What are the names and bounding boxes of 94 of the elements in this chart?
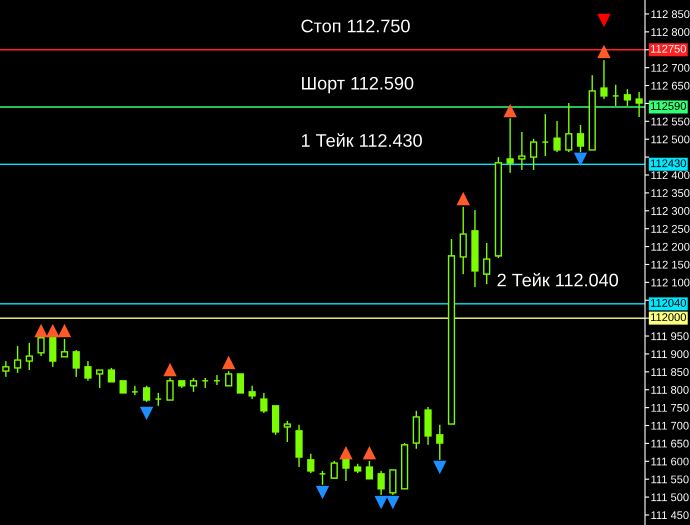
point bbox=[140, 406, 153, 420]
y-tick-label: 111 450 bbox=[651, 511, 689, 520]
candlestick bbox=[318, 470, 326, 486]
candlestick bbox=[307, 453, 314, 474]
y-tick-label: 111 500 bbox=[651, 493, 689, 502]
candlestick bbox=[366, 460, 374, 480]
candlestick bbox=[37, 337, 45, 357]
point bbox=[504, 104, 516, 118]
candlestick bbox=[236, 373, 244, 394]
candlestick bbox=[576, 124, 584, 153]
point bbox=[363, 446, 376, 460]
y-tick-label: 112 850 bbox=[651, 10, 690, 18]
candlestick bbox=[636, 91, 643, 118]
ref-line-label: 112430 bbox=[651, 159, 686, 168]
candlestick bbox=[565, 102, 572, 153]
ref-line-label: 112750 bbox=[651, 44, 686, 53]
y-tick-label: 112 350 bbox=[651, 189, 690, 198]
candlestick bbox=[483, 242, 490, 285]
point bbox=[456, 192, 470, 206]
candlestick bbox=[553, 120, 561, 153]
point bbox=[164, 364, 176, 376]
candlestick bbox=[190, 377, 198, 393]
candlestick bbox=[436, 424, 444, 461]
candlestick bbox=[284, 420, 291, 443]
candlestick bbox=[49, 337, 56, 368]
point bbox=[46, 324, 60, 338]
y-tick-label: 111 750 bbox=[651, 404, 689, 412]
y-tick-label: 112 700 bbox=[651, 64, 690, 72]
annotation: 2 Тейк 112.040 bbox=[498, 272, 618, 286]
candlestick bbox=[248, 385, 256, 400]
y-tick-label: 112 400 bbox=[651, 171, 690, 180]
point bbox=[574, 152, 587, 166]
candlestick bbox=[624, 88, 632, 107]
y-tick-label: 112 650 bbox=[651, 82, 690, 90]
y-tick-label: 112 300 bbox=[651, 207, 690, 215]
y-tick-label: 111 600 bbox=[651, 458, 689, 466]
candlestick bbox=[120, 380, 127, 394]
y-tick-label: 111 900 bbox=[651, 350, 689, 358]
y-tick-label: 111 650 bbox=[651, 440, 689, 448]
candlestick bbox=[330, 460, 338, 479]
point bbox=[434, 460, 446, 474]
candlestick bbox=[14, 345, 22, 374]
point bbox=[598, 14, 610, 26]
y-tick-label: 112 550 bbox=[651, 118, 690, 126]
candlestick bbox=[84, 360, 92, 382]
candlestick bbox=[600, 59, 608, 100]
candlestick bbox=[2, 360, 10, 378]
point bbox=[340, 446, 352, 460]
y-tick-label: 112 800 bbox=[651, 28, 690, 36]
annotation: 1 Тейк 112.430 bbox=[302, 133, 422, 147]
point bbox=[34, 324, 48, 338]
y-tick-label: 112 200 bbox=[651, 242, 690, 251]
candlestick bbox=[213, 374, 221, 386]
point bbox=[222, 356, 235, 370]
point bbox=[386, 496, 400, 508]
candlestick bbox=[72, 349, 80, 378]
candlestick bbox=[166, 377, 174, 401]
candlestick bbox=[131, 385, 138, 396]
candlestick bbox=[108, 367, 116, 383]
candlestick bbox=[225, 370, 232, 386]
point bbox=[598, 46, 610, 58]
candlestick bbox=[202, 377, 209, 389]
candlestick bbox=[460, 206, 467, 275]
candlestick bbox=[542, 113, 549, 157]
y-tick-label: 112 150 bbox=[651, 260, 690, 269]
candlestick bbox=[60, 338, 68, 358]
y-tick-label: 111 550 bbox=[651, 475, 689, 484]
candlestick bbox=[142, 385, 150, 403]
candlestick bbox=[342, 459, 350, 482]
y-tick-label: 111 850 bbox=[651, 368, 689, 376]
ref-line-label: 112000 bbox=[651, 313, 686, 322]
y-tick-label: 111 800 bbox=[651, 386, 689, 394]
candlestick bbox=[612, 84, 620, 107]
point bbox=[58, 324, 71, 338]
candlestick bbox=[518, 131, 526, 171]
candlestick bbox=[96, 369, 104, 389]
candlestick bbox=[26, 342, 33, 371]
y-tick-label: 111 950 bbox=[651, 332, 689, 340]
candlestick bbox=[378, 470, 385, 496]
ref-line-label: 112590 bbox=[651, 102, 686, 110]
annotation: Стоп 112.750 bbox=[301, 20, 410, 32]
y-tick-label: 111 700 bbox=[651, 422, 689, 430]
ref-line-label: 112040 bbox=[651, 298, 686, 307]
annotation: Шорт 112.590 bbox=[302, 76, 414, 94]
candlestick bbox=[260, 392, 268, 414]
candlestick bbox=[530, 138, 538, 171]
candlestick bbox=[354, 463, 362, 474]
point bbox=[316, 486, 329, 498]
y-tick-label: 112 250 bbox=[651, 224, 690, 233]
candlestick bbox=[389, 469, 396, 496]
y-tick-label: 112 100 bbox=[651, 278, 690, 286]
y-tick-label: 112 500 bbox=[651, 135, 690, 144]
candlestick bbox=[506, 117, 514, 174]
point bbox=[374, 496, 388, 508]
